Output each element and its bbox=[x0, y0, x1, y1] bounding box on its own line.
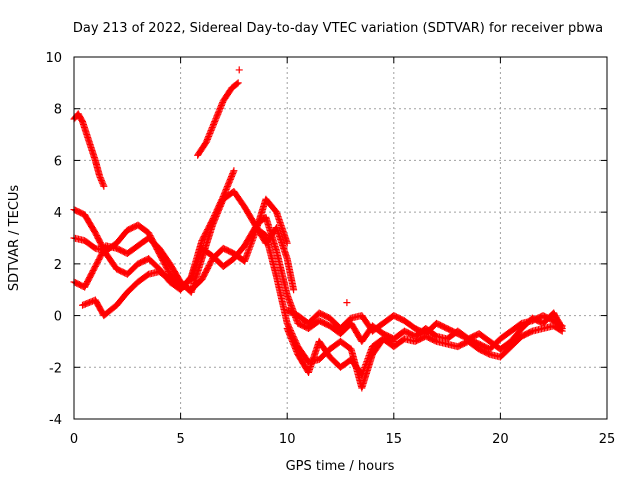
data-point-trail bbox=[210, 119, 218, 127]
data-point-trail bbox=[206, 129, 214, 137]
data-point bbox=[558, 327, 566, 335]
y-tick-label: 0 bbox=[54, 310, 62, 325]
data-markers bbox=[70, 66, 566, 392]
plot-frame bbox=[73, 56, 608, 420]
data-point-trail bbox=[206, 128, 214, 136]
data-point-trail bbox=[214, 110, 222, 118]
data-point-trail bbox=[205, 131, 213, 139]
data-point-trail bbox=[99, 179, 107, 187]
data-point-trail bbox=[209, 122, 217, 130]
data-point bbox=[283, 239, 291, 247]
y-tick-label: 2 bbox=[54, 258, 62, 273]
data-point bbox=[235, 66, 243, 74]
data-point-trail bbox=[204, 134, 212, 142]
data-point-trail bbox=[99, 181, 107, 189]
data-point bbox=[211, 118, 219, 126]
data-point-trail bbox=[217, 103, 225, 111]
data-point-trail bbox=[214, 109, 222, 117]
data-point bbox=[234, 79, 242, 87]
data-point-trail bbox=[233, 80, 241, 88]
data-point-trail bbox=[216, 104, 224, 112]
x-tick-label: 25 bbox=[599, 432, 616, 447]
data-point-trail bbox=[211, 116, 219, 124]
y-tick-label: -4 bbox=[49, 413, 62, 428]
data-point bbox=[202, 138, 210, 146]
data-point-trail bbox=[98, 178, 106, 186]
data-point-trail bbox=[215, 107, 223, 115]
data-point-trail bbox=[212, 115, 220, 123]
y-tick-label: 8 bbox=[54, 103, 62, 118]
data-point bbox=[96, 172, 104, 180]
y-axis-label: SDTVAR / TECUs bbox=[7, 185, 22, 292]
x-axis-label: GPS time / hours bbox=[286, 459, 395, 474]
chart-title: Day 213 of 2022, Sidereal Day-to-day VTE… bbox=[73, 21, 603, 36]
data-point-trail bbox=[217, 101, 225, 109]
data-point-trail bbox=[97, 176, 105, 184]
data-point bbox=[343, 299, 351, 307]
x-tick-label: 20 bbox=[492, 432, 509, 447]
y-tick-label: 6 bbox=[54, 154, 62, 169]
x-tick-label: 0 bbox=[70, 432, 78, 447]
y-tick-labels: -4 -2 0 2 4 6 8 10 bbox=[45, 51, 62, 428]
data-point bbox=[290, 286, 298, 294]
data-point-trail bbox=[213, 112, 221, 120]
data-point-trail bbox=[218, 100, 226, 108]
x-tick-labels: 0 5 10 15 20 25 bbox=[70, 432, 615, 447]
data-point-trail bbox=[208, 125, 216, 133]
data-point-trail bbox=[96, 173, 104, 181]
y-tick-label: 4 bbox=[54, 206, 62, 221]
y-tick-label: -2 bbox=[49, 361, 62, 376]
data-point-trail bbox=[216, 106, 224, 114]
data-point bbox=[230, 167, 238, 175]
x-tick-label: 15 bbox=[386, 432, 403, 447]
data-point-trail bbox=[97, 175, 105, 183]
x-tick-label: 5 bbox=[176, 432, 184, 447]
data-point-trail bbox=[203, 137, 211, 145]
data-point-trail bbox=[205, 132, 213, 140]
data-point-trail bbox=[208, 124, 216, 132]
data-point-trail bbox=[557, 326, 565, 334]
data-point bbox=[100, 182, 108, 190]
data-point-trail bbox=[203, 135, 211, 143]
y-tick-label: 10 bbox=[45, 51, 62, 66]
data-point-trail bbox=[207, 127, 215, 135]
data-point-trail bbox=[213, 113, 221, 121]
x-tick-label: 10 bbox=[279, 432, 296, 447]
data-point-trail bbox=[209, 121, 217, 129]
